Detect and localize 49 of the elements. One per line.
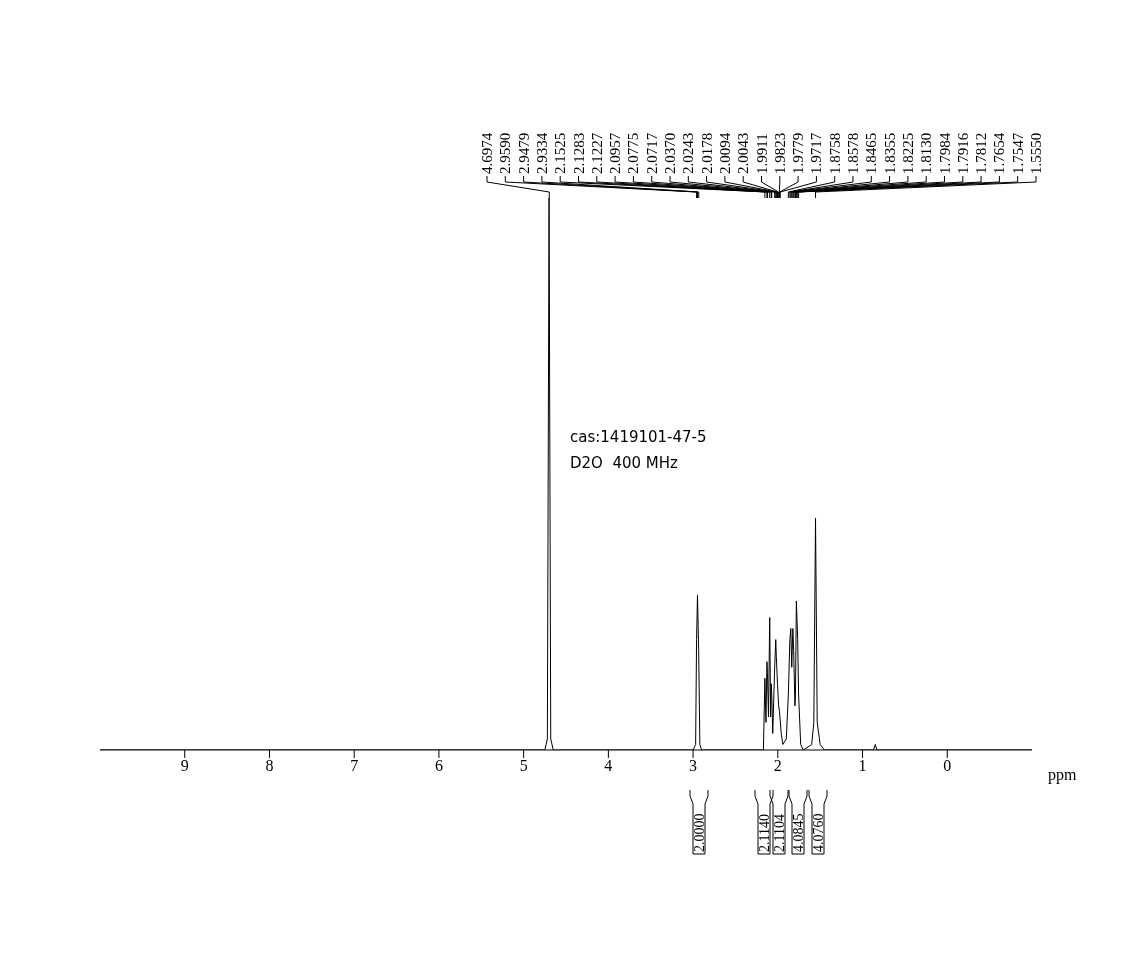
x-tick-label: 7 [350, 757, 359, 775]
annotation: 2.9479 [515, 132, 532, 174]
x-tick-label: 0 [943, 757, 952, 775]
annotation: 2.0717 [643, 132, 660, 174]
annotation: 2.9334 [533, 132, 550, 174]
text: 2.0000 [692, 813, 707, 852]
text: 4.0760 [811, 813, 826, 852]
x-tick-label: 3 [689, 757, 698, 775]
x-tick-label: 5 [519, 757, 528, 775]
annotation: 1.7812 [973, 132, 990, 174]
annotation: 1.8578 [845, 132, 861, 174]
annotation: 2.1525 [552, 132, 569, 174]
annotation: cas:1419101-47-5 [570, 428, 707, 446]
annotation: 1.7654 [991, 132, 1008, 174]
x-tick-label: 8 [265, 757, 274, 775]
annotation: 2.0957 [607, 132, 624, 174]
annotation: 2.1227 [588, 132, 605, 174]
annotation: D2O 400 MHz [570, 454, 678, 472]
annotation: 2.0775 [625, 132, 642, 174]
annotation: 2.0094 [716, 132, 733, 174]
annotation: 1.7984 [936, 132, 953, 174]
annotation: 2.1283 [570, 132, 587, 174]
x-tick-label: 2 [773, 757, 782, 775]
annotation: 1.9717 [808, 132, 825, 174]
annotation: 2.0043 [735, 132, 752, 174]
x-tick-label: 6 [434, 757, 443, 775]
text: 4.0845 [791, 813, 806, 852]
x-axis-title: ppm [1048, 766, 1077, 784]
x-tick-label: 1 [858, 757, 867, 775]
text: 2.1104 [772, 814, 787, 852]
annotation: 1.9779 [790, 132, 807, 174]
annotation: 2.0178 [698, 132, 715, 174]
annotation: 2.0370 [662, 132, 678, 174]
annotation: 1.8465 [863, 132, 880, 174]
annotation: 1.8355 [881, 132, 898, 174]
annotation: 2.9590 [497, 132, 514, 174]
annotation: 4.6974 [479, 132, 495, 174]
text: 2.1140 [757, 814, 772, 852]
x-tick-label: 4 [604, 757, 613, 775]
annotation: 1.5550 [1028, 132, 1044, 174]
annotation: 1.8758 [826, 132, 843, 174]
annotation: 1.8130 [918, 132, 935, 174]
annotation: 1.7547 [1009, 132, 1026, 174]
x-tick-label: 9 [180, 757, 189, 775]
annotation: 1.9823 [771, 132, 788, 174]
annotation: 1.7916 [954, 132, 971, 174]
annotation: 1.8225 [899, 132, 916, 174]
annotation: 1.9911 [753, 133, 770, 174]
annotation: 2.0243 [680, 132, 697, 174]
